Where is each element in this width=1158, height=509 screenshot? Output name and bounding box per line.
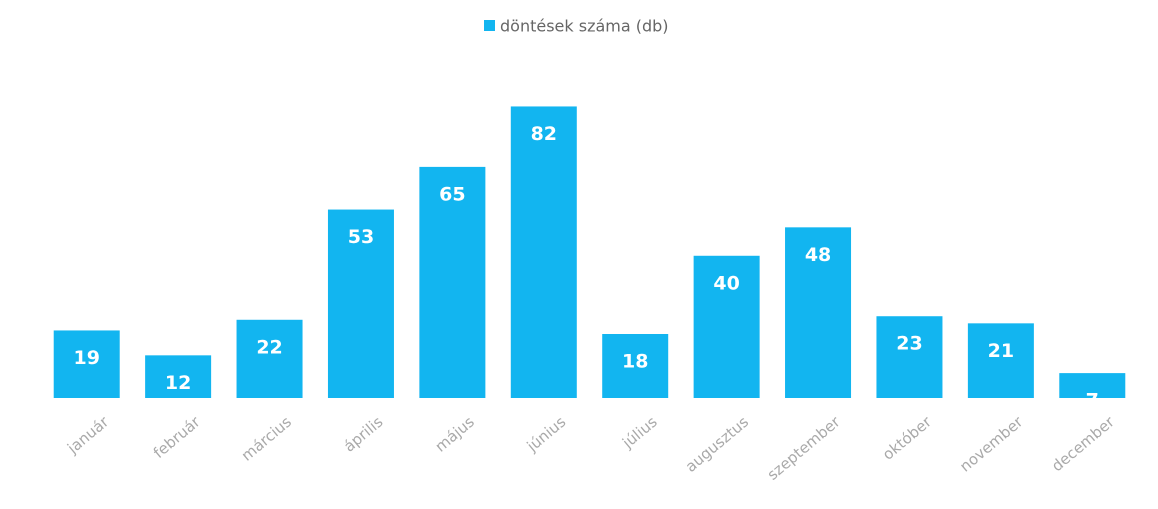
x-tick-label: április [340,413,386,456]
legend-swatch [484,20,495,31]
data-label: 53 [348,226,374,248]
x-tick-label: szeptember [764,412,844,484]
bar [327,209,394,398]
bar [53,330,120,398]
data-label: 23 [896,333,922,355]
x-tick-label: január [63,412,113,458]
data-label: 18 [622,351,648,373]
data-label: 7 [1086,390,1099,412]
data-label: 82 [531,123,557,145]
x-tick-label: december [1048,412,1118,475]
bar [785,227,852,398]
x-tick-label: március [238,413,295,465]
x-tick-label: május [432,413,478,456]
bar [510,106,577,398]
data-label: 40 [713,272,739,294]
x-tick-label: július [618,413,661,453]
bar [236,319,303,398]
bar [1059,373,1126,398]
bar [145,355,212,398]
data-label: 65 [439,183,465,205]
legend-label: döntések száma (db) [500,17,669,36]
bar [419,166,486,398]
x-tick-label: október [879,412,936,464]
bar [602,334,669,398]
data-label: 19 [73,347,99,369]
data-label: 48 [805,244,831,266]
x-tick-label: június [523,413,570,456]
x-tick-label: november [956,412,1027,475]
x-tick-label: február [150,412,204,462]
bar [967,323,1034,398]
data-label: 22 [256,336,282,358]
x-tick-label: augusztus [682,413,752,476]
data-label: 21 [988,340,1014,362]
bar [876,316,943,398]
data-label: 12 [165,372,191,394]
bar [693,255,760,398]
